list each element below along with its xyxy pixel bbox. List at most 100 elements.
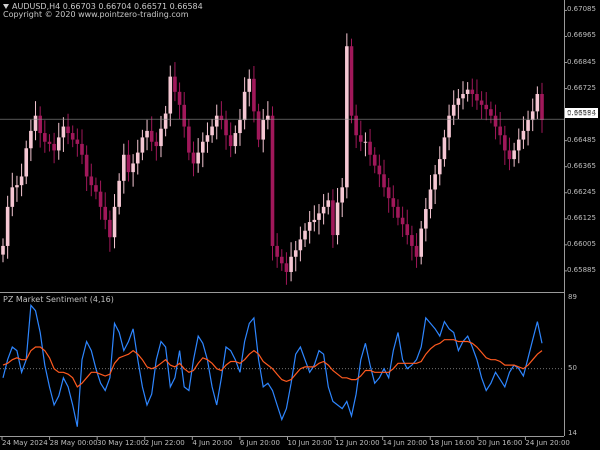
candle-body bbox=[75, 139, 80, 144]
candle-body bbox=[498, 126, 502, 136]
sentiment-fast-line bbox=[2, 303, 543, 427]
indicator-lines bbox=[0, 303, 564, 427]
candle-body bbox=[182, 104, 187, 127]
indicator-axis-label: 50 bbox=[568, 363, 577, 372]
indicator-title: PZ Market Sentiment (4,16) bbox=[3, 295, 114, 304]
candle-body bbox=[5, 206, 10, 246]
candle-body bbox=[382, 174, 386, 188]
candle-body bbox=[52, 143, 56, 151]
candle-body bbox=[256, 111, 261, 140]
candle-body bbox=[177, 91, 182, 105]
candle-body bbox=[298, 239, 303, 251]
candle-body bbox=[135, 152, 140, 164]
candle-body bbox=[433, 174, 437, 190]
candle-body bbox=[228, 135, 233, 147]
copyright-text: Copyright © 2020 www.pointzero-trading.c… bbox=[3, 10, 189, 19]
price-axis-label: 0.65885 bbox=[567, 265, 596, 274]
candle-body bbox=[535, 93, 540, 112]
candle-body bbox=[173, 76, 177, 92]
time-axis-label: 24 Jun 20:00 bbox=[525, 439, 570, 447]
candle-body bbox=[410, 235, 414, 246]
candle-body bbox=[247, 78, 252, 92]
candle-body bbox=[447, 115, 451, 138]
candle-body bbox=[451, 104, 456, 116]
candle-body bbox=[47, 141, 52, 144]
candle-body bbox=[187, 126, 191, 153]
candle-body bbox=[335, 202, 340, 236]
candle-body bbox=[94, 185, 98, 192]
candle-body bbox=[479, 100, 484, 105]
candle-body bbox=[289, 256, 293, 272]
price-candles bbox=[1, 33, 544, 285]
candle-body bbox=[1, 245, 5, 255]
candle-body bbox=[293, 250, 298, 257]
candle-body bbox=[126, 154, 131, 173]
candle-body bbox=[89, 176, 94, 186]
candle-body bbox=[19, 176, 24, 186]
candle-body bbox=[15, 185, 19, 188]
candle-body bbox=[145, 130, 149, 138]
time-axis-label: 10 Jun 20:00 bbox=[287, 439, 332, 447]
price-axis-label: 0.67085 bbox=[567, 5, 596, 14]
candle-body bbox=[66, 126, 70, 134]
candle-body bbox=[149, 130, 154, 142]
candle-body bbox=[112, 206, 117, 238]
candle-body bbox=[465, 89, 470, 94]
candle-body bbox=[521, 130, 526, 140]
time-axis-label: 14 Jun 20:00 bbox=[382, 439, 428, 447]
candle-body bbox=[168, 76, 173, 114]
candle-body bbox=[391, 198, 396, 207]
time-axis-label: 12 Jun 20:00 bbox=[335, 439, 380, 447]
candle-body bbox=[386, 187, 391, 199]
time-axis-label: 4 Jun 20:00 bbox=[192, 439, 233, 447]
candle-body bbox=[349, 46, 354, 116]
indicator-axis-label: 14 bbox=[568, 429, 577, 437]
candle-body bbox=[307, 222, 312, 231]
price-axis-label: 0.66845 bbox=[567, 57, 596, 66]
price-axis-label: 0.66605 bbox=[567, 109, 596, 118]
candle-body bbox=[363, 141, 368, 143]
candle-body bbox=[80, 143, 84, 155]
candle-body bbox=[266, 115, 270, 121]
candle-body bbox=[270, 115, 275, 246]
price-axis-label: 0.66245 bbox=[567, 187, 596, 196]
candle-body bbox=[507, 150, 512, 160]
candle-body bbox=[163, 113, 168, 129]
candle-body bbox=[43, 133, 47, 142]
time-axis-label: 24 May 2024 bbox=[2, 439, 48, 447]
candle-body bbox=[414, 245, 419, 257]
candle-body bbox=[461, 93, 465, 99]
candle-body bbox=[24, 148, 29, 177]
candle-body bbox=[331, 200, 335, 236]
candle-body bbox=[396, 206, 400, 218]
symbol-header: AUDUSD,H4 0.66703 0.66704 0.66571 0.6658… bbox=[3, 2, 203, 12]
candle-body bbox=[103, 206, 108, 220]
candle-body bbox=[117, 180, 121, 207]
candle-body bbox=[214, 115, 219, 127]
candle-body bbox=[345, 46, 349, 188]
price-axis-label: 0.66485 bbox=[567, 135, 596, 144]
candle-body bbox=[252, 78, 256, 112]
candle-body bbox=[321, 206, 326, 214]
candle-body bbox=[437, 159, 442, 175]
candle-body bbox=[279, 256, 284, 264]
candle-body bbox=[284, 263, 289, 272]
symbol-info: AUDUSD,H4 0.66703 0.66704 0.66571 0.6658… bbox=[12, 2, 203, 11]
candle-body bbox=[489, 109, 493, 116]
candle-body bbox=[540, 93, 544, 121]
candle-body bbox=[484, 104, 489, 110]
time-axis-label: 30 May 12:00 bbox=[97, 439, 146, 447]
candle-body bbox=[372, 154, 377, 166]
candle-body bbox=[275, 245, 279, 257]
candle-body bbox=[191, 152, 196, 164]
candle-body bbox=[261, 120, 266, 140]
candle-body bbox=[428, 189, 433, 210]
candle-body bbox=[224, 120, 228, 136]
candle-body bbox=[33, 115, 38, 131]
candle-body bbox=[442, 137, 447, 160]
candle-body bbox=[242, 91, 247, 121]
candle-body bbox=[61, 126, 66, 138]
candle-body bbox=[56, 137, 61, 151]
